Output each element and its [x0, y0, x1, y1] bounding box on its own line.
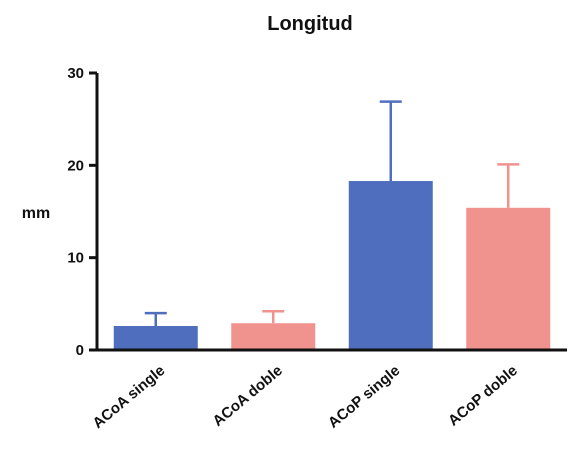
y-tick-label: 0 — [76, 342, 84, 359]
bar-acop-single — [348, 181, 433, 350]
x-tick-label: ACoP single — [325, 362, 403, 432]
y-tick-label: 20 — [67, 157, 84, 174]
bar-acop-doble — [466, 207, 551, 350]
y-axis-label: mm — [22, 205, 50, 222]
x-tick-label: ACoP doble — [445, 362, 521, 429]
bar-acoa-doble — [231, 323, 316, 350]
y-tick-label: 10 — [67, 250, 84, 267]
bar-acoa-single — [113, 325, 198, 350]
x-tick-label: ACoA doble — [210, 362, 286, 430]
chart-title: Longitud — [267, 13, 353, 35]
y-axis: 0 10 20 30 — [67, 65, 99, 359]
x-axis: ACoA single ACoA doble ACoP single ACoP dob… — [90, 348, 567, 432]
x-tick-label: ACoA single — [90, 362, 169, 432]
y-tick-label: 30 — [67, 65, 84, 82]
bars-group — [113, 100, 551, 350]
